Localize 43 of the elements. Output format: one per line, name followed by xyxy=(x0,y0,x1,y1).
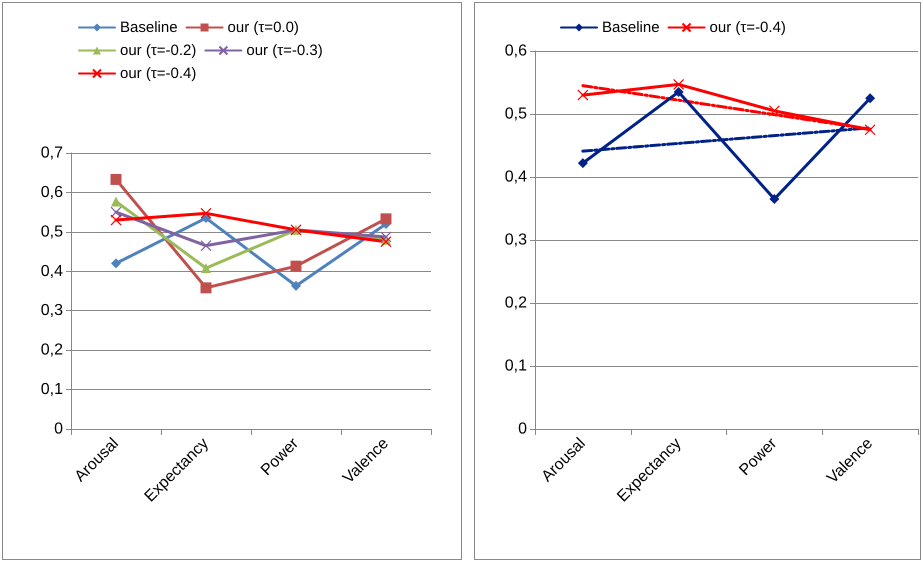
y-tick-label: 0,7 xyxy=(40,144,64,162)
point xyxy=(673,78,684,90)
point xyxy=(200,240,212,252)
y-tick-label: 0,3 xyxy=(504,232,528,248)
y-tick-label: 0,3 xyxy=(40,302,64,320)
point xyxy=(769,194,780,204)
y-tick-label: 0,4 xyxy=(504,168,528,186)
point xyxy=(110,174,122,185)
y-tick-label: 0,4 xyxy=(40,262,64,280)
legend-label: our (τ=-0.3) xyxy=(246,42,323,59)
point xyxy=(111,196,121,206)
y-tick-label: 0,1 xyxy=(504,358,528,374)
point xyxy=(111,258,121,268)
point xyxy=(201,263,211,274)
legend-label: our (τ=-0.2) xyxy=(120,42,196,59)
point xyxy=(110,214,122,226)
point xyxy=(674,86,684,97)
y-tick-label: 0,6 xyxy=(40,184,64,201)
y-tick-label: 0,1 xyxy=(40,381,64,398)
point xyxy=(380,236,392,248)
y-tick-label: 0,5 xyxy=(504,106,528,122)
y-tick-label: 0,2 xyxy=(504,294,528,312)
y-tick-label: 0,2 xyxy=(40,342,64,359)
legend-label: our (τ=0.0) xyxy=(228,19,299,36)
point xyxy=(200,282,212,294)
point xyxy=(291,280,301,291)
y-tick-label: 0 xyxy=(518,420,528,438)
y-tick-label: 0,6 xyxy=(504,42,528,60)
point xyxy=(200,208,212,219)
point xyxy=(865,93,876,104)
y-tick-label: 0,5 xyxy=(40,223,64,240)
point xyxy=(577,90,588,101)
legend-label: Baseline xyxy=(120,19,178,36)
legend-label: our (τ=-0.4) xyxy=(120,65,196,82)
legend-label: Baseline xyxy=(602,19,660,36)
y-tick-label: 0 xyxy=(54,420,64,438)
point xyxy=(768,105,780,116)
point xyxy=(380,213,392,224)
point xyxy=(290,260,302,272)
point xyxy=(110,206,122,218)
point xyxy=(380,231,392,243)
point xyxy=(578,158,588,168)
legend-label: our (τ=-0.4) xyxy=(710,19,786,36)
